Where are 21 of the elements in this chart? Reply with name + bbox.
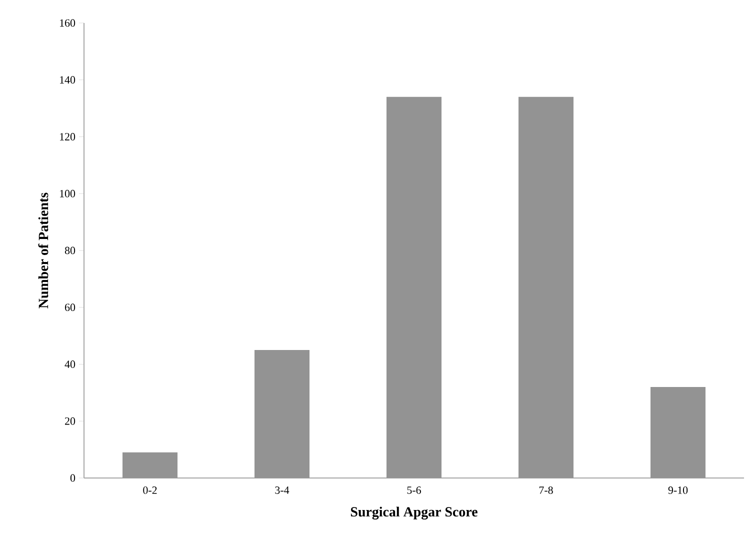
- bar: [386, 96, 442, 478]
- y-tick-label: 0: [70, 474, 76, 482]
- y-axis-title: Number of Patients: [38, 192, 48, 308]
- y-tick-label: 80: [64, 246, 76, 254]
- y-tick-label: 120: [60, 133, 76, 140]
- x-tick-label: 0-2: [143, 486, 157, 494]
- x-tick-label: 9-10: [668, 486, 688, 494]
- y-tick-label: 160: [60, 19, 76, 27]
- x-tick-label: 5-6: [407, 486, 421, 494]
- x-axis-title: Surgical Apgar Score: [350, 506, 478, 520]
- bar: [518, 96, 574, 478]
- y-tick-label: 20: [65, 417, 76, 425]
- bar: [254, 350, 310, 478]
- y-tick-label: 100: [60, 190, 76, 198]
- bar: [122, 452, 178, 478]
- x-tick-label: 7-8: [539, 486, 553, 494]
- x-tick-label: 3-4: [275, 486, 290, 494]
- y-tick-label: 140: [60, 76, 76, 84]
- y-tick-label: 60: [65, 304, 76, 312]
- y-tick-label: 40: [64, 360, 76, 368]
- bar: [650, 386, 706, 478]
